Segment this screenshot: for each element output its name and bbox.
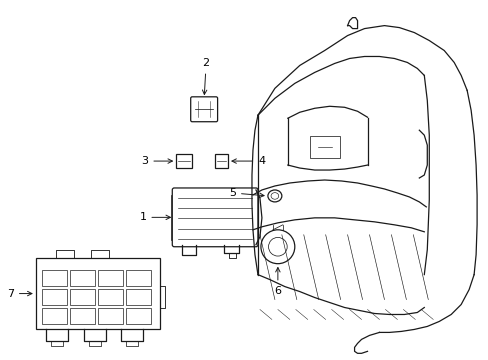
Bar — [215, 154, 227, 168]
FancyBboxPatch shape — [190, 97, 217, 122]
Text: 6: 6 — [274, 267, 281, 296]
Bar — [98, 289, 123, 305]
Bar — [126, 308, 151, 324]
Bar — [70, 270, 95, 286]
FancyBboxPatch shape — [172, 188, 258, 247]
Bar — [41, 289, 67, 305]
Bar — [176, 154, 192, 168]
Bar — [309, 136, 339, 158]
Bar — [126, 289, 151, 305]
Text: 3: 3 — [141, 156, 172, 166]
Text: 1: 1 — [139, 212, 170, 222]
Text: 4: 4 — [231, 156, 264, 166]
Text: 7: 7 — [7, 289, 32, 298]
Bar — [98, 308, 123, 324]
Text: 5: 5 — [228, 188, 264, 198]
Bar — [36, 258, 160, 329]
Bar — [70, 289, 95, 305]
Ellipse shape — [270, 193, 278, 199]
Bar — [41, 308, 67, 324]
Text: 2: 2 — [202, 58, 209, 94]
Bar — [126, 270, 151, 286]
Bar — [98, 270, 123, 286]
Bar — [41, 270, 67, 286]
Ellipse shape — [267, 190, 281, 202]
Bar — [70, 308, 95, 324]
